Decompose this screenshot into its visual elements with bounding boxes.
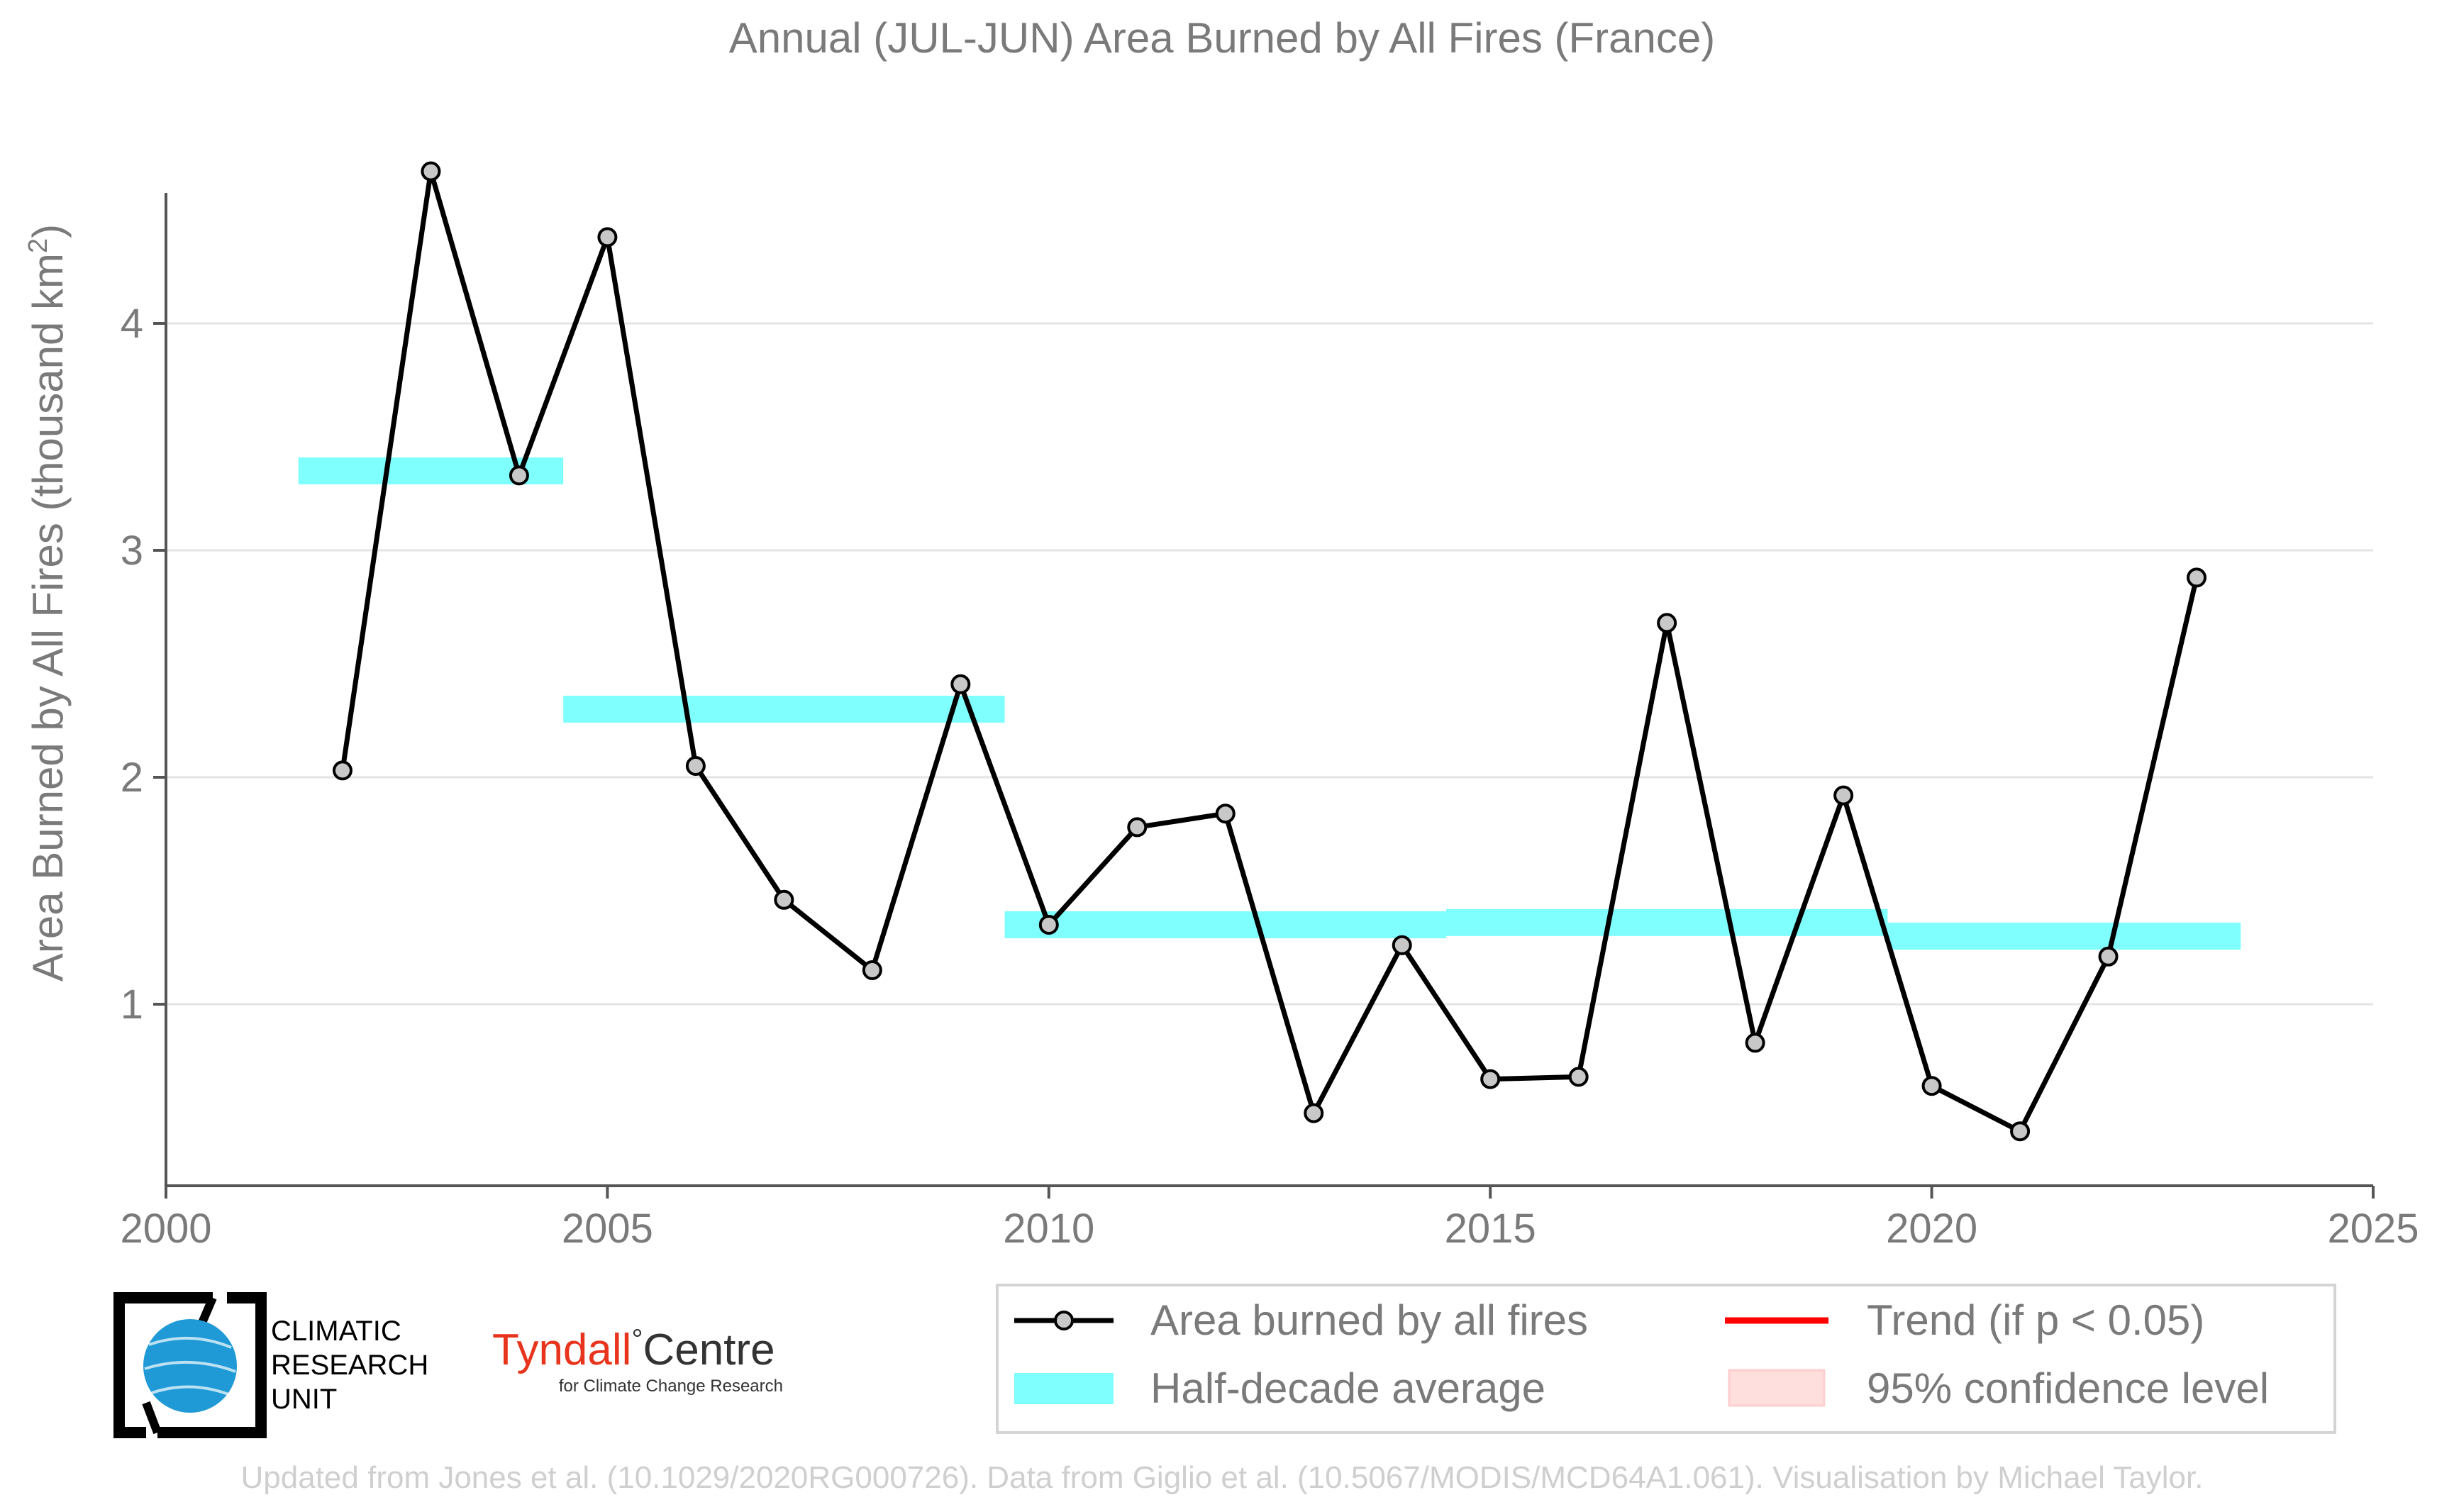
cru-text-line-1: CLIMATIC <box>271 1316 401 1347</box>
footer-credits: Updated from Jones et al. (10.1029/2020R… <box>241 1460 2204 1495</box>
tyndall-subtitle: for Climate Change Research <box>559 1377 783 1396</box>
half-decade-bar-2 <box>563 696 1005 723</box>
half-decade-average-bars <box>298 457 2241 950</box>
tyndall-centre-word: Centre <box>643 1325 775 1374</box>
series-line-1 <box>340 169 2199 1134</box>
x-tick-label-2020: 2020 <box>1886 1206 1977 1252</box>
data-point-2010 <box>1038 915 1059 935</box>
data-point-2011 <box>1127 817 1148 838</box>
tyndall-logo: Tyndall°Centre for Climate Change Resear… <box>492 1324 783 1396</box>
cru-logo: CLIMATIC RESEARCH UNIT <box>113 1292 428 1438</box>
data-point-2018 <box>1745 1033 1765 1053</box>
x-tick-label-2005: 2005 <box>562 1206 653 1252</box>
data-point-2008 <box>862 960 882 980</box>
x-tick-label-2015: 2015 <box>1445 1206 1536 1252</box>
legend: Area burned by all fires Trend (if p < 0… <box>996 1284 2336 1434</box>
y-axis-label-superscript: 2 <box>23 238 53 253</box>
y-tick-label-4: 4 <box>121 301 143 347</box>
y-axis-label-main: Area Burned by All Fires (thousand km <box>24 253 72 982</box>
tyndall-logo-text: Tyndall°Centre <box>492 1324 775 1374</box>
data-point-2015 <box>1480 1069 1501 1089</box>
tyndall-degree: ° <box>631 1324 643 1355</box>
legend-swatch-confidence <box>1728 1369 1826 1407</box>
cru-logo-frame-slash-bottom <box>142 1401 162 1435</box>
half-decade-bar-4 <box>1445 908 1888 936</box>
legend-label-trend: Trend (if p < 0.05) <box>1867 1296 2204 1344</box>
grid <box>166 322 2373 1006</box>
data-point-2019 <box>1833 785 1854 806</box>
legend-marker-area-burned <box>1054 1311 1074 1330</box>
cru-logo-frame <box>113 1292 267 1438</box>
data-point-2021 <box>2010 1121 2031 1142</box>
data-point-2013 <box>1304 1103 1324 1123</box>
chart-title: Annual (JUL-JUN) Area Burned by All Fire… <box>729 14 1716 62</box>
half-decade-bar-5 <box>1887 923 2241 950</box>
legend-swatch-half-decade <box>1014 1373 1114 1404</box>
data-point-2004 <box>509 465 529 486</box>
data-point-2023 <box>2187 567 2207 588</box>
data-point-2006 <box>685 756 706 776</box>
data-point-2014 <box>1392 935 1412 955</box>
legend-label-confidence: 95% confidence level <box>1867 1364 2269 1412</box>
series <box>332 161 2207 1142</box>
cru-text-line-3: UNIT <box>271 1384 337 1415</box>
data-point-2009 <box>950 674 971 694</box>
axes: 1 2 3 4 2000 2005 2010 2015 2020 2025 <box>120 193 2419 1252</box>
globe-lines <box>144 1336 236 1396</box>
x-tick-label-2000: 2000 <box>120 1206 211 1252</box>
x-tick-label-2010: 2010 <box>1003 1206 1094 1252</box>
y-axis-label: Area Burned by All Fires (thousand km2) <box>23 224 72 982</box>
data-point-2003 <box>421 161 441 182</box>
legend-label-area-burned: Area burned by all fires <box>1150 1296 1588 1344</box>
data-point-2012 <box>1215 804 1236 824</box>
data-point-2022 <box>2098 946 2119 967</box>
y-tick-label-2: 2 <box>121 755 143 801</box>
tyndall-word: Tyndall <box>492 1325 631 1374</box>
y-tick-label-3: 3 <box>121 528 143 574</box>
data-point-2007 <box>774 889 794 910</box>
data-point-2016 <box>1568 1067 1589 1087</box>
data-point-2005 <box>597 227 618 248</box>
data-point-2017 <box>1657 613 1677 633</box>
data-point-2002 <box>332 760 352 781</box>
x-tick-label-2025: 2025 <box>2327 1206 2419 1252</box>
y-axis-label-close: ) <box>24 224 72 238</box>
half-decade-bar-3 <box>1004 911 1446 938</box>
cru-text-line-2: RESEARCH <box>271 1350 428 1381</box>
legend-label-half-decade: Half-decade average <box>1150 1364 1545 1412</box>
y-tick-label-1: 1 <box>121 982 143 1028</box>
data-point-2020 <box>1921 1076 1942 1096</box>
legend-frame <box>996 1284 2336 1434</box>
